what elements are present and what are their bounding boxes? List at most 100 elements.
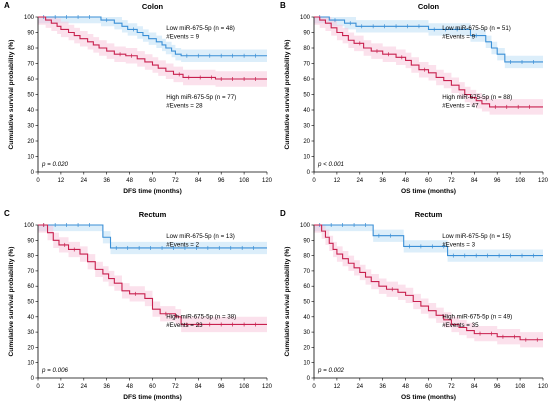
x-tick-label: 84 — [195, 178, 202, 184]
low-group-events: #Events = 3 — [442, 242, 475, 249]
confidence-band-low — [38, 225, 267, 255]
y-tick-label: 100 — [24, 15, 35, 21]
y-tick-label: 30 — [27, 124, 34, 130]
x-tick-label: 96 — [218, 384, 225, 390]
y-tick-label: 0 — [307, 376, 311, 382]
survival-curve-low — [38, 16, 267, 57]
panel-letter: D — [280, 209, 286, 218]
y-tick-label: 80 — [27, 46, 34, 52]
panel-title: Rectum — [139, 210, 167, 219]
x-tick-label: 36 — [379, 384, 386, 390]
y-tick-label: 70 — [303, 269, 310, 275]
y-tick-label: 20 — [303, 139, 310, 145]
x-tick-label: 12 — [58, 384, 65, 390]
panel-title: Colon — [142, 2, 164, 11]
high-group-label: High miR-675-5p (n = 88) — [442, 94, 512, 101]
survival-curve-low — [314, 16, 543, 63]
high-group-events: #Events = 28 — [166, 103, 203, 110]
x-tick-label: 72 — [172, 178, 179, 184]
low-group-events: #Events = 9 — [166, 34, 199, 41]
x-tick-label: 108 — [239, 384, 250, 390]
p-value: p = 0.002 — [317, 367, 345, 374]
y-tick-label: 10 — [303, 361, 310, 367]
y-tick-label: 0 — [307, 170, 311, 176]
x-tick-label: 60 — [425, 384, 432, 390]
high-group-label: High miR-675-5p (n = 49) — [442, 313, 512, 320]
x-tick-label: 24 — [80, 178, 87, 184]
x-tick-label: 24 — [80, 384, 87, 390]
confidence-band-high — [314, 17, 543, 115]
confidence-band-low — [314, 225, 543, 262]
y-tick-label: 90 — [303, 31, 310, 37]
confidence-band-low — [38, 17, 267, 62]
x-tick-label: 72 — [448, 384, 455, 390]
x-tick-label: 60 — [425, 178, 432, 184]
x-tick-label: 0 — [312, 178, 316, 184]
x-tick-label: 120 — [262, 178, 273, 184]
x-tick-label: 0 — [312, 384, 316, 390]
x-tick-label: 84 — [471, 384, 478, 390]
y-tick-label: 40 — [27, 315, 34, 321]
y-tick-label: 90 — [27, 31, 34, 37]
confidence-band-low — [314, 17, 543, 69]
y-tick-label: 30 — [27, 330, 34, 336]
x-axis-label: OS time (months) — [401, 188, 456, 195]
x-tick-label: 84 — [195, 384, 202, 390]
x-tick-label: 72 — [448, 178, 455, 184]
y-tick-label: 20 — [27, 139, 34, 145]
y-tick-label: 0 — [31, 376, 35, 382]
x-tick-label: 0 — [36, 384, 40, 390]
y-tick-label: 70 — [27, 62, 34, 68]
high-group-events: #Events = 47 — [442, 103, 479, 110]
y-tick-label: 10 — [27, 361, 34, 367]
y-tick-label: 100 — [300, 223, 311, 229]
y-axis-label: Cumulative survival probability (%) — [8, 40, 15, 150]
x-tick-label: 84 — [471, 178, 478, 184]
y-axis-label: Cumulative survival probability (%) — [284, 247, 291, 357]
survival-curve-low — [38, 224, 267, 249]
y-tick-label: 80 — [303, 46, 310, 52]
y-tick-label: 40 — [303, 108, 310, 114]
y-tick-label: 80 — [303, 254, 310, 260]
y-tick-label: 100 — [24, 223, 35, 229]
x-tick-label: 120 — [538, 178, 549, 184]
low-group-events: #Events = 9 — [442, 34, 475, 41]
y-tick-label: 20 — [303, 345, 310, 351]
x-tick-label: 48 — [402, 178, 409, 184]
y-tick-label: 70 — [303, 62, 310, 68]
p-value: p = 0.006 — [41, 367, 69, 374]
x-axis-label: DFS time (months) — [123, 188, 182, 195]
panel-a: A Colon 0 12 24 36 48 60 72 84 96 108 120 0 10 20 30 40 50… — [4, 1, 273, 195]
y-tick-label: 10 — [303, 155, 310, 161]
y-tick-label: 90 — [303, 238, 310, 244]
x-tick-label: 12 — [58, 178, 65, 184]
x-axis-label: DFS time (months) — [123, 394, 182, 401]
y-tick-label: 50 — [27, 300, 34, 306]
panel-title: Rectum — [415, 210, 443, 219]
survival-curve-high — [38, 16, 267, 80]
high-group-events: #Events = 35 — [442, 322, 479, 329]
y-tick-label: 30 — [303, 124, 310, 130]
panel-letter: A — [4, 1, 10, 10]
x-tick-label: 72 — [172, 384, 179, 390]
panel-b: B Colon 0 12 24 36 48 60 72 84 96 108 120 0 10 20 30 40 50… — [280, 1, 549, 195]
x-tick-label: 36 — [379, 178, 386, 184]
x-axis-label: OS time (months) — [401, 394, 456, 401]
x-tick-label: 12 — [334, 178, 341, 184]
y-tick-label: 50 — [303, 300, 310, 306]
low-group-label: Low miR-675-5p (n = 15) — [442, 233, 511, 240]
y-tick-label: 60 — [303, 284, 310, 290]
high-group-label: High miR-675-5p (n = 38) — [166, 313, 236, 320]
x-tick-label: 36 — [103, 178, 110, 184]
y-tick-label: 0 — [31, 170, 35, 176]
y-tick-label: 40 — [27, 108, 34, 114]
y-tick-label: 30 — [303, 330, 310, 336]
x-tick-label: 96 — [218, 178, 225, 184]
x-tick-label: 108 — [239, 178, 250, 184]
y-tick-label: 100 — [300, 15, 311, 21]
low-group-label: Low miR-675-5p (n = 51) — [442, 25, 511, 32]
y-tick-label: 90 — [27, 238, 34, 244]
low-group-events: #Events = 2 — [166, 242, 199, 249]
x-tick-label: 48 — [126, 384, 133, 390]
x-tick-label: 48 — [126, 178, 133, 184]
